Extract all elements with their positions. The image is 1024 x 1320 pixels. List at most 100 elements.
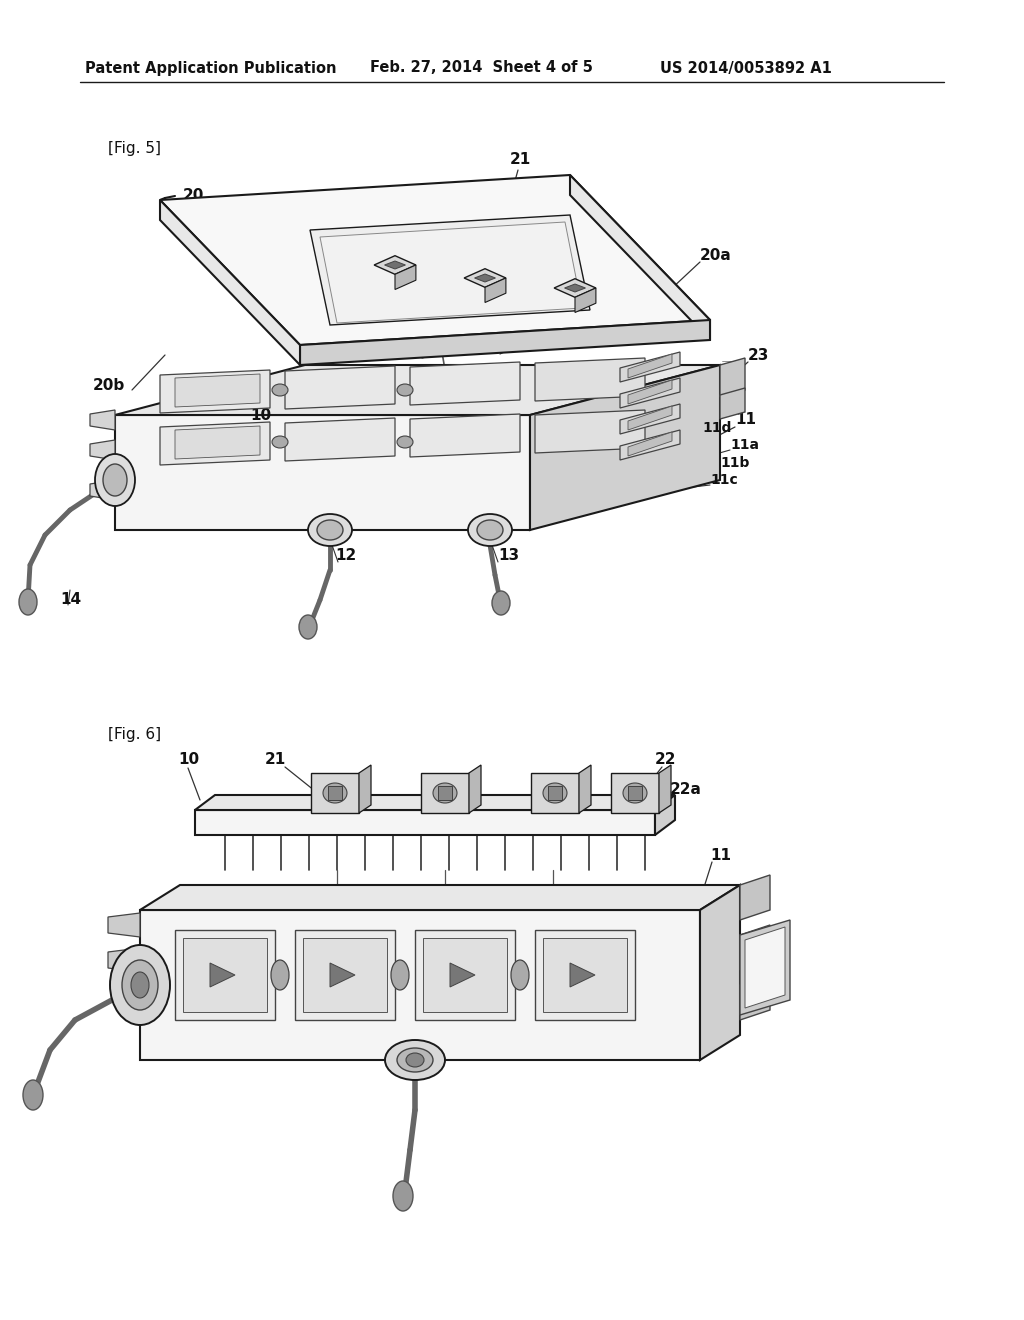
Polygon shape [700,884,740,1060]
Text: 11: 11 [710,847,731,862]
Text: Patent Application Publication: Patent Application Publication [85,61,337,75]
Polygon shape [90,480,115,500]
Ellipse shape [317,520,343,540]
Text: 11d: 11d [702,421,731,436]
Ellipse shape [103,465,127,496]
Ellipse shape [323,783,347,803]
Polygon shape [140,884,740,909]
Text: 21: 21 [265,752,287,767]
Polygon shape [140,909,700,1060]
Polygon shape [720,388,745,418]
Bar [295,931,395,1020]
Polygon shape [531,774,579,813]
Polygon shape [628,354,672,378]
Ellipse shape [406,1053,424,1067]
Polygon shape [108,913,140,937]
Polygon shape [374,256,416,275]
Ellipse shape [272,384,288,396]
Polygon shape [115,414,530,531]
Text: [Fig. 5]: [Fig. 5] [108,140,161,156]
Text: 22c: 22c [352,297,383,313]
Ellipse shape [433,783,457,803]
Ellipse shape [299,615,317,639]
Polygon shape [175,426,260,459]
Bar [183,939,267,1012]
Polygon shape [464,269,506,288]
Polygon shape [564,284,586,292]
Ellipse shape [131,972,150,998]
Text: 10: 10 [250,408,271,422]
Text: 22a: 22a [490,341,522,355]
Polygon shape [579,766,591,813]
Polygon shape [311,774,359,813]
Polygon shape [450,964,475,987]
Ellipse shape [110,945,170,1026]
Polygon shape [359,766,371,813]
Polygon shape [160,176,710,345]
Polygon shape [535,358,645,401]
Bar [423,939,507,1012]
Ellipse shape [397,384,413,396]
Ellipse shape [385,1040,445,1080]
Text: Feb. 27, 2014  Sheet 4 of 5: Feb. 27, 2014 Sheet 4 of 5 [370,61,593,75]
Ellipse shape [623,783,647,803]
Polygon shape [285,418,395,461]
Polygon shape [469,766,481,813]
Polygon shape [90,440,115,459]
Ellipse shape [492,591,510,615]
Ellipse shape [95,454,135,506]
Ellipse shape [19,589,37,615]
Polygon shape [740,975,770,1020]
Polygon shape [655,795,675,836]
Polygon shape [474,275,496,282]
Polygon shape [620,352,680,381]
Polygon shape [611,774,659,813]
Polygon shape [90,411,115,430]
Polygon shape [108,948,140,972]
Text: 11a: 11a [730,438,759,451]
Polygon shape [554,279,596,297]
Polygon shape [570,964,595,987]
Ellipse shape [272,436,288,447]
Polygon shape [160,370,270,413]
Polygon shape [210,964,234,987]
Ellipse shape [397,436,413,447]
Polygon shape [115,366,720,414]
Polygon shape [160,422,270,465]
Ellipse shape [308,513,352,546]
Polygon shape [175,374,260,407]
Ellipse shape [511,960,529,990]
Text: 11b: 11b [720,455,750,470]
Text: 21: 21 [510,153,531,168]
Polygon shape [659,766,671,813]
Text: 20b: 20b [93,378,125,392]
Polygon shape [620,404,680,434]
Polygon shape [628,432,672,455]
Polygon shape [300,319,710,366]
Text: 13: 13 [498,548,519,562]
Text: 11c: 11c [710,473,737,487]
Ellipse shape [391,960,409,990]
Text: 10: 10 [178,752,199,767]
Polygon shape [740,925,770,970]
Polygon shape [530,366,720,531]
Polygon shape [410,414,520,457]
Text: 23: 23 [748,347,769,363]
Text: 14: 14 [60,593,81,607]
Text: 20a: 20a [700,248,732,263]
Ellipse shape [393,1181,413,1210]
Text: 22a: 22a [670,783,701,797]
Ellipse shape [23,1080,43,1110]
Bar [535,931,635,1020]
Text: 12: 12 [335,548,356,562]
Polygon shape [410,362,520,405]
Polygon shape [535,411,645,453]
Polygon shape [485,279,506,302]
Polygon shape [570,176,710,341]
Polygon shape [160,201,300,366]
Bar [543,939,627,1012]
Bar [175,931,275,1020]
Ellipse shape [271,960,289,990]
Bar [628,785,642,800]
Polygon shape [195,795,675,810]
